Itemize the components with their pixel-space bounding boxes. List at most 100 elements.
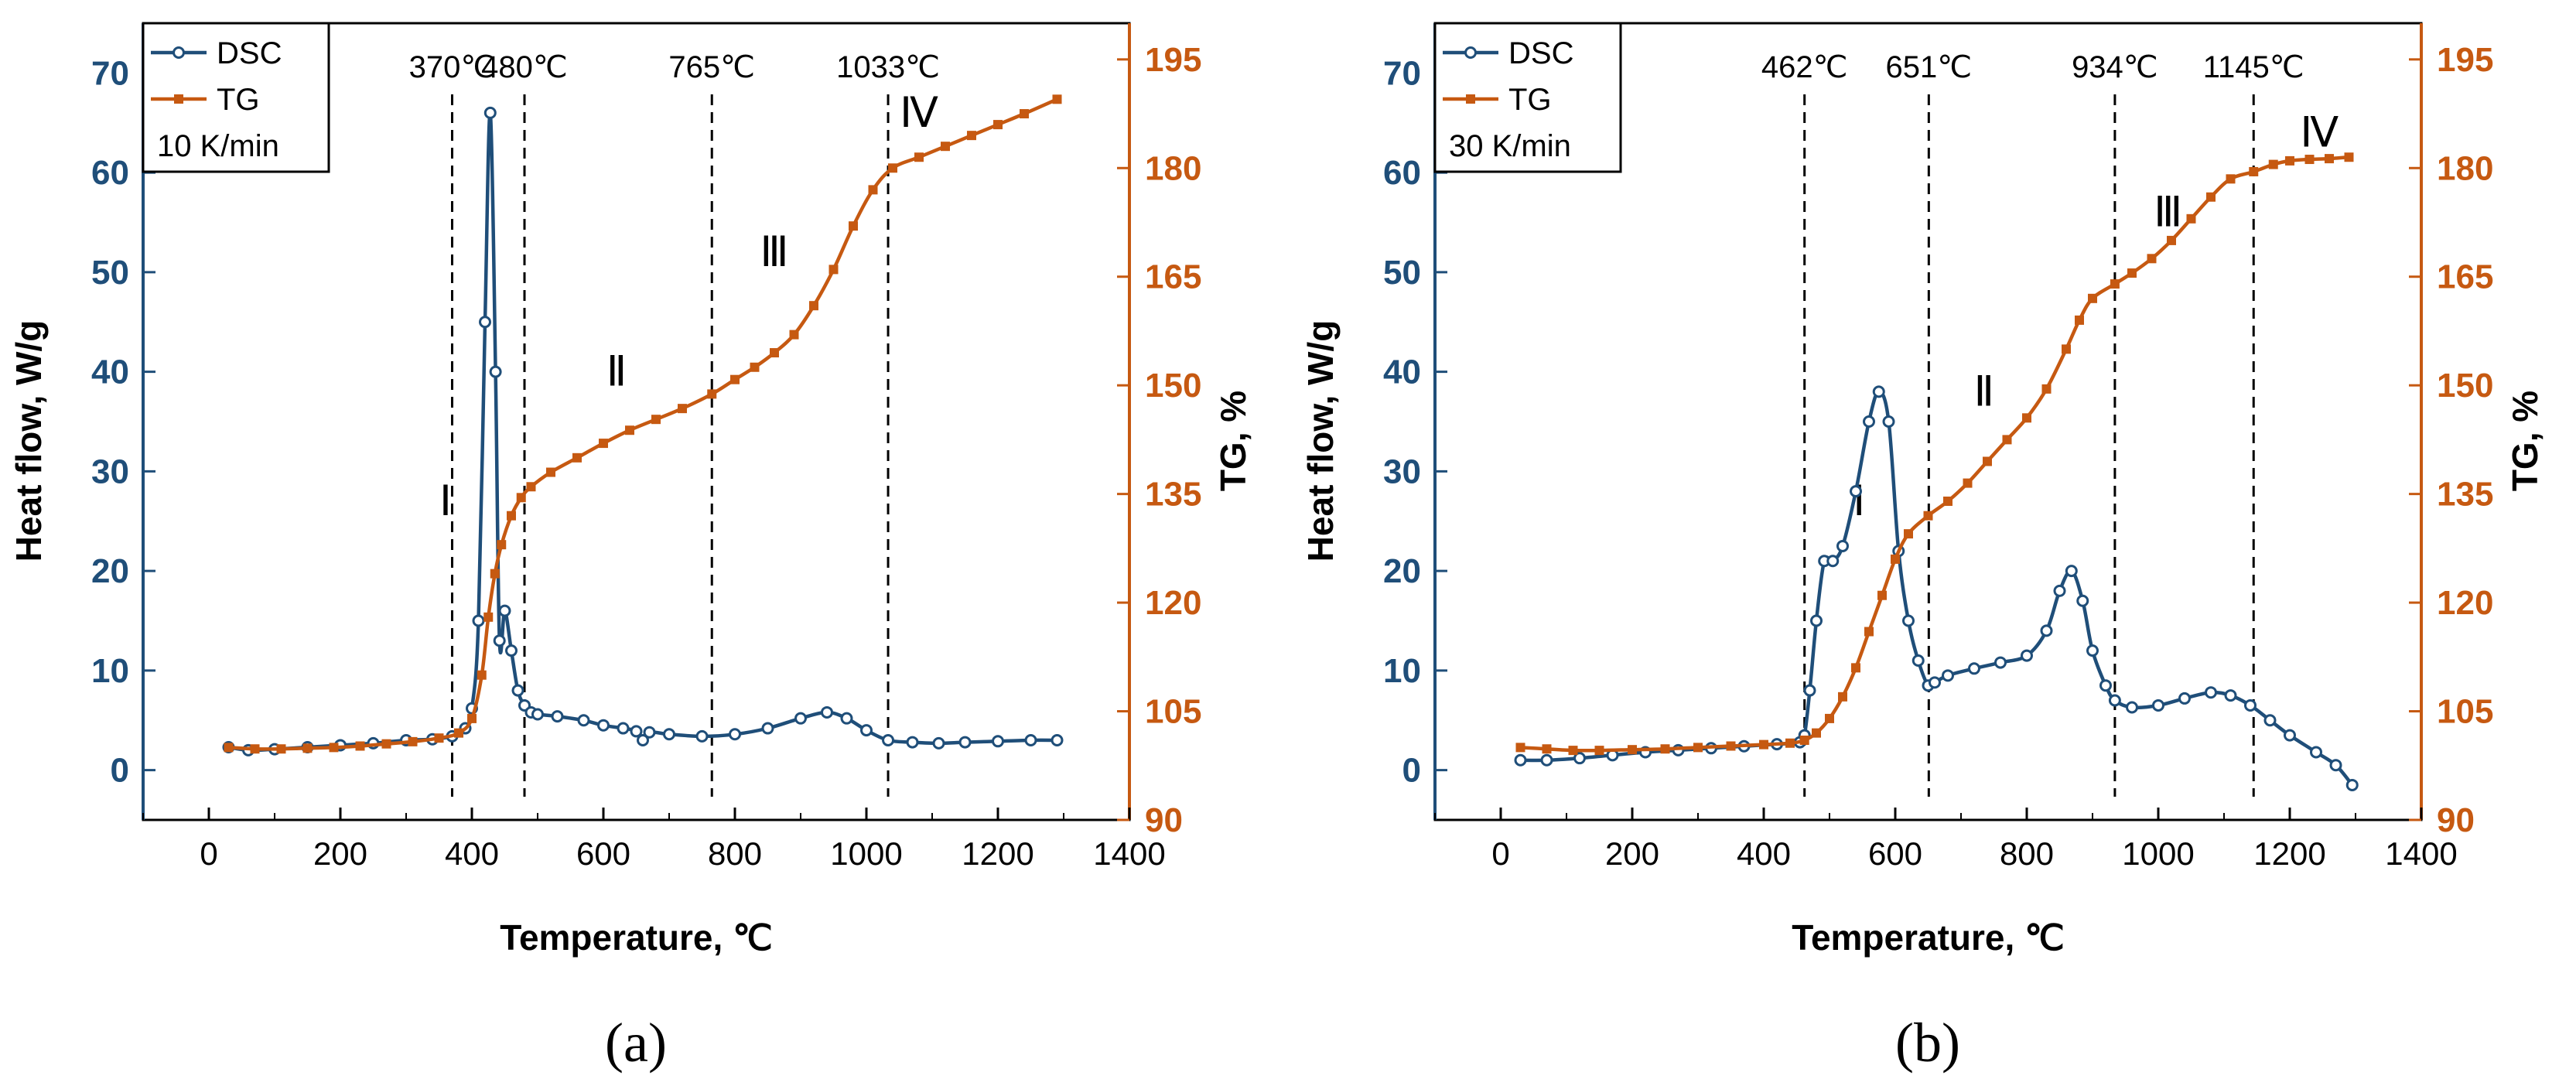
- dsc-point: [2108, 694, 2121, 707]
- x-tick-label: 0: [200, 835, 217, 872]
- dsc-point: [1810, 614, 1823, 627]
- dsc-point: [1024, 734, 1037, 746]
- dsc-point: [1929, 676, 1941, 689]
- dsc-point: [1051, 734, 1064, 746]
- x-tick-label: 1000: [830, 835, 902, 872]
- x-tick-label: 1200: [962, 835, 1033, 872]
- y-right-tick-label: 90: [2437, 801, 2475, 839]
- x-tick-label: 600: [576, 835, 630, 872]
- tg-point: [2002, 435, 2012, 445]
- y-left-tick-label: 20: [91, 552, 129, 590]
- stage-temperature-label: 480℃: [481, 50, 568, 84]
- y-right-tick-label: 135: [2437, 476, 2493, 514]
- y-left-tick-label: 30: [91, 452, 129, 490]
- y-right-axis-title: TG, %: [2505, 391, 2545, 491]
- dsc-point: [2329, 759, 2342, 772]
- tg-point: [2110, 279, 2120, 289]
- dsc-point: [2205, 686, 2217, 699]
- x-tick-label: 1200: [2253, 835, 2325, 872]
- dsc-point: [2053, 584, 2066, 597]
- dsc-point: [617, 722, 630, 735]
- tg-point: [914, 152, 924, 162]
- dsc-point: [2263, 714, 2277, 727]
- tg-point: [750, 362, 760, 372]
- tg-point: [2022, 413, 2031, 423]
- dsc-point: [860, 724, 873, 737]
- tg-point: [1851, 663, 1860, 673]
- tg-point: [408, 736, 418, 746]
- dsc-point: [2099, 679, 2112, 692]
- dsc-point: [821, 705, 833, 719]
- legend-dsc-marker: [173, 46, 185, 59]
- tg-point: [467, 713, 477, 723]
- dsc-point: [630, 725, 643, 738]
- dsc-point: [1902, 614, 1915, 627]
- legend-dsc-marker: [1464, 46, 1477, 59]
- tg-point: [2268, 159, 2278, 169]
- tg-point: [355, 741, 365, 751]
- tg-point: [1983, 456, 1992, 466]
- tg-point: [1864, 627, 1874, 637]
- x-tick-label: 1000: [2122, 835, 2194, 872]
- dsc-point: [637, 734, 649, 746]
- tg-point: [302, 743, 313, 753]
- tg-point: [941, 142, 950, 152]
- legend-dsc-label: DSC: [217, 36, 282, 70]
- dsc-point: [2178, 692, 2191, 705]
- tg-point: [1838, 692, 1847, 702]
- dsc-point: [992, 735, 1004, 748]
- tg-point: [2127, 268, 2137, 278]
- tg-point: [497, 540, 507, 550]
- dsc-point: [1826, 555, 1840, 568]
- dsc-point: [1994, 656, 2007, 669]
- y-right-tick-label: 195: [1145, 41, 1201, 79]
- dsc-point: [1968, 662, 1980, 675]
- stage-label: Ⅱ: [1973, 368, 1994, 415]
- tg-point: [730, 374, 740, 384]
- y-left-tick-label: 10: [91, 652, 129, 690]
- x-axis-title: Temperature, ℃: [1792, 917, 2064, 958]
- tg-point: [1891, 554, 1900, 564]
- tg-point: [1785, 738, 1795, 748]
- y-right-tick-label: 135: [1145, 476, 1201, 514]
- stage-temperature-label: 651℃: [1886, 50, 1973, 84]
- tg-point: [2344, 152, 2354, 162]
- y-right-tick-label: 195: [2437, 41, 2493, 79]
- y-left-tick-label: 10: [1383, 652, 1421, 690]
- dsc-point: [729, 728, 741, 741]
- dsc-point: [1872, 385, 1885, 398]
- dsc-point: [2065, 565, 2078, 578]
- dsc-point: [2284, 729, 2296, 742]
- dsc-point: [1863, 415, 1875, 428]
- dsc-point: [2086, 644, 2099, 657]
- tg-point: [546, 467, 555, 477]
- tg-point: [1568, 746, 1578, 756]
- tg-point: [1693, 743, 1703, 753]
- dsc-point: [1912, 654, 1925, 667]
- dsc-point: [2126, 701, 2138, 714]
- tg-point: [2075, 315, 2084, 325]
- tg-point: [2186, 213, 2196, 224]
- tg-point: [888, 163, 897, 173]
- dsc-point: [2021, 649, 2033, 662]
- tg-point: [770, 348, 779, 358]
- y-right-tick-label: 180: [1145, 149, 1201, 187]
- legend-tg-marker: [174, 94, 183, 104]
- x-tick-label: 400: [445, 835, 499, 872]
- tg-point: [490, 569, 500, 579]
- tg-point: [250, 744, 260, 754]
- tg-point: [828, 265, 839, 275]
- tg-point: [329, 743, 339, 753]
- tg-point: [2167, 235, 2176, 245]
- legend-tg-label: TG: [1508, 83, 1552, 117]
- x-tick-label: 200: [1605, 835, 1659, 872]
- dsc-point: [531, 708, 544, 721]
- x-tick-label: 600: [1868, 835, 1922, 872]
- dsc-point: [1850, 485, 1862, 498]
- stage-temperature-label: 1145℃: [2203, 50, 2304, 84]
- tg-point: [849, 221, 858, 231]
- tg-point: [2088, 293, 2097, 303]
- y-left-tick-label: 50: [91, 254, 129, 292]
- y-left-axis-title: Heat flow, W/g: [9, 320, 49, 562]
- dsc-line: [1520, 390, 2354, 787]
